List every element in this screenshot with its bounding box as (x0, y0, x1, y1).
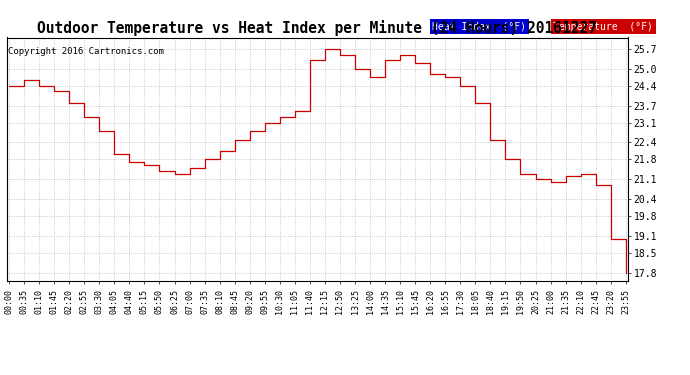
Title: Outdoor Temperature vs Heat Index per Minute (24 Hours) 20161227: Outdoor Temperature vs Heat Index per Mi… (37, 20, 598, 36)
Text: Heat Index  (°F): Heat Index (°F) (432, 21, 526, 32)
Text: Copyright 2016 Cartronics.com: Copyright 2016 Cartronics.com (8, 47, 164, 56)
Text: Temperature  (°F): Temperature (°F) (553, 21, 653, 32)
